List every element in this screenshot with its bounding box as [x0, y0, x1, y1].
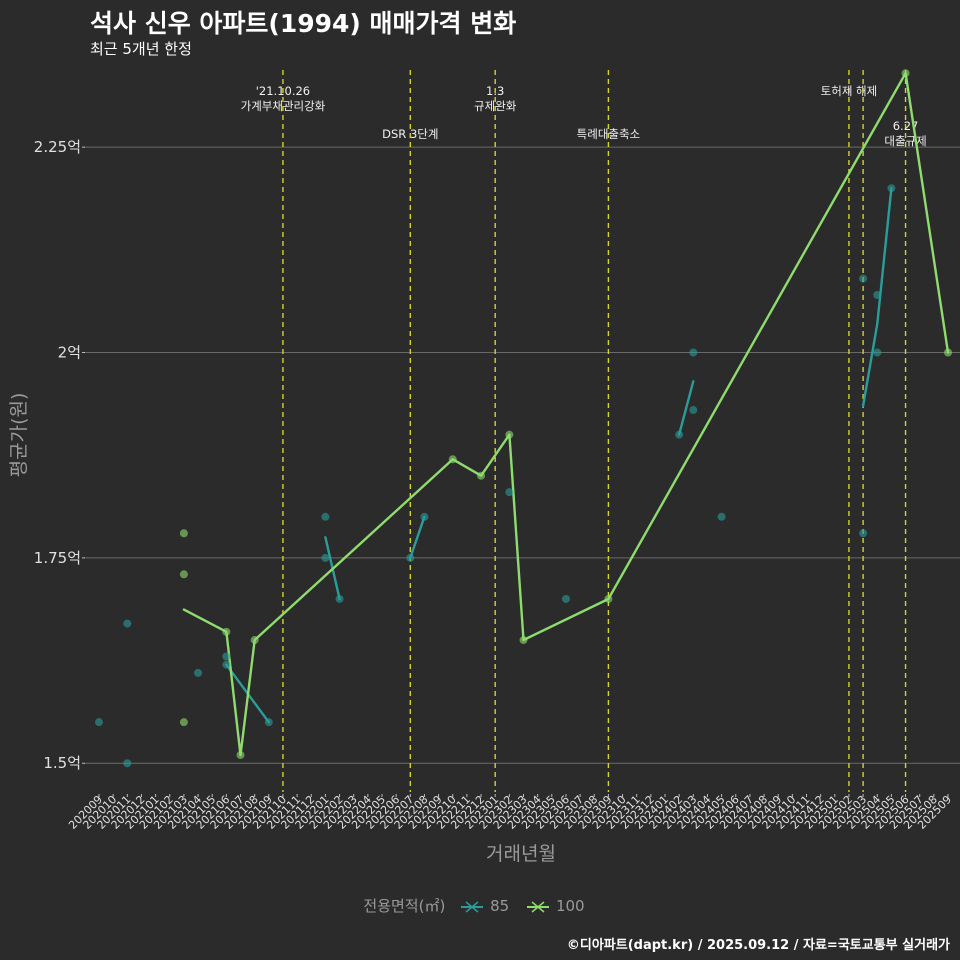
series-85-point: [873, 291, 882, 300]
series-85-point: [123, 619, 132, 628]
series-100-point: [236, 751, 245, 760]
series-100-point: [505, 430, 514, 439]
series-85-point: [194, 668, 203, 677]
series-85-trend: [409, 515, 426, 560]
legend-swatch-100: [526, 900, 549, 913]
series-85-point: [406, 553, 415, 562]
event-label: 특례대출축소: [577, 127, 640, 141]
axes: 1.5억1.75억2억2.25억202009202010202011202012…: [34, 138, 954, 832]
series-85-point: [420, 512, 429, 521]
y-tick-label: 2.25억: [34, 138, 81, 156]
series-85-point: [321, 553, 330, 562]
legend: 전용면적(㎡) 85 100: [0, 895, 960, 916]
series-85-point: [859, 274, 868, 283]
series-85-point: [321, 512, 330, 521]
series-85-point: [717, 512, 726, 521]
legend-swatch-85: [461, 900, 484, 913]
series-100-point: [901, 69, 910, 78]
series-100-point: [604, 594, 613, 603]
series-85-point: [561, 594, 570, 603]
legend-item-85: 85: [460, 897, 509, 915]
series-85-point: [873, 348, 882, 357]
event-label: 대출규제: [884, 134, 926, 148]
series-85-point: [859, 529, 868, 538]
series-85-point: [222, 652, 231, 661]
event-label: 1.3: [486, 84, 504, 98]
event-label: 규제완화: [474, 99, 517, 113]
event-label: DSR 3단계: [382, 127, 438, 141]
y-axis-title: 평균가(원): [8, 393, 30, 478]
series-85-point: [123, 759, 132, 768]
series-100-point: [477, 471, 486, 480]
y-tick-label: 1.5억: [43, 754, 81, 772]
legend-label-100: 100: [555, 897, 585, 915]
legend-title: 전용면적(㎡): [363, 897, 446, 915]
y-tick-label: 1.75억: [34, 549, 81, 567]
series-100-point: [250, 636, 259, 645]
series-85-point: [505, 488, 514, 497]
series-85-point: [887, 184, 896, 193]
data-points: [95, 69, 952, 768]
x-axis-title: 거래년월: [486, 843, 556, 865]
event-label: 토허제 해제: [821, 84, 878, 98]
series-100-point: [179, 570, 188, 579]
event-label: 가계부채관리강화: [241, 99, 326, 113]
series-85-trend: [861, 186, 893, 408]
series-85-trend: [677, 380, 695, 436]
chart-subtitle: 최근 5개년 한정: [90, 40, 192, 58]
series-100-point: [448, 455, 457, 464]
series-85-point: [264, 718, 273, 727]
series-100-line: [182, 71, 950, 757]
legend-item-100: 100: [526, 897, 585, 915]
chart-title: 석사 신우 아파트(1994) 매매가격 변화: [90, 9, 517, 38]
trend-lines: [182, 71, 950, 757]
series-85-point: [335, 594, 344, 603]
series-100-point: [519, 636, 528, 645]
series-100-point: [222, 627, 231, 636]
gridlines: [85, 146, 960, 764]
legend-label-85: 85: [490, 897, 510, 915]
event-label: '21.10.26: [256, 84, 310, 98]
series-85-point: [675, 430, 684, 439]
series-85-point: [689, 406, 698, 415]
series-85-point: [689, 348, 698, 357]
series-85-point: [222, 660, 231, 669]
series-100-point: [179, 529, 188, 538]
series-100-point: [944, 348, 952, 357]
series-100-point: [179, 718, 188, 727]
y-tick-label: 2억: [58, 344, 81, 362]
series-85-point: [95, 718, 103, 727]
source-caption: ©디아파트(dapt.kr) / 2025.09.12 / 자료=국토교통부 실…: [566, 938, 950, 953]
